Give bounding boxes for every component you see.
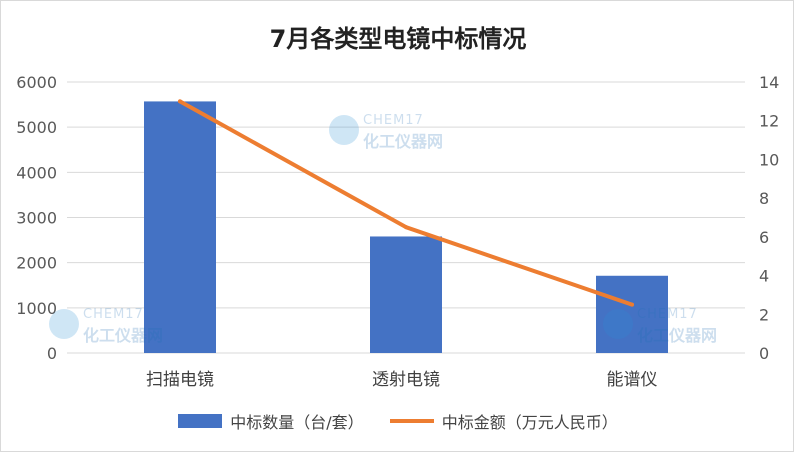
y-right-tick-label: 12 bbox=[759, 112, 779, 131]
line-point bbox=[404, 225, 408, 230]
watermark-brand: CHEM17 bbox=[363, 113, 424, 128]
y-right-tick-label: 0 bbox=[759, 344, 769, 363]
chart-legend: 中标数量（台/套） 中标金额（万元人民币） bbox=[1, 409, 794, 433]
legend-label-line: 中标金额（万元人民币） bbox=[441, 413, 618, 432]
y-right-tick-label: 6 bbox=[759, 228, 769, 247]
y-left-tick-label: 4000 bbox=[16, 163, 57, 182]
legend-item-bar: 中标数量（台/套） bbox=[178, 409, 364, 433]
y-right-tick-label: 4 bbox=[759, 267, 769, 286]
watermark-logo-icon bbox=[49, 309, 79, 339]
bar bbox=[144, 101, 216, 354]
bar bbox=[596, 275, 668, 353]
watermark-2: CHEM17 化工仪器网 bbox=[49, 307, 164, 346]
watermark-name: 化工仪器网 bbox=[637, 326, 718, 345]
x-tick-label: 能谱仪 bbox=[607, 370, 658, 390]
y-right-tick-label: 8 bbox=[759, 189, 769, 208]
y-right-tick-label: 14 bbox=[759, 73, 779, 92]
watermark-brand: CHEM17 bbox=[637, 307, 698, 322]
watermark-name: 化工仪器网 bbox=[363, 132, 444, 151]
y-right-tick-label: 10 bbox=[759, 150, 779, 169]
bar bbox=[370, 236, 442, 353]
line-point bbox=[630, 302, 634, 307]
y-left-tick-label: 6000 bbox=[16, 73, 57, 92]
watermark-1: CHEM17 化工仪器网 bbox=[329, 113, 444, 152]
y-left-tick-label: 5000 bbox=[16, 118, 57, 137]
legend-label-bar: 中标数量（台/套） bbox=[230, 413, 364, 432]
x-tick-label: 透射电镜 bbox=[372, 370, 440, 390]
y-left-tick-label: 0 bbox=[47, 344, 57, 363]
legend-item-line: 中标金额（万元人民币） bbox=[389, 409, 618, 433]
y-left-tick-label: 3000 bbox=[16, 209, 57, 228]
watermark-name: 化工仪器网 bbox=[83, 326, 164, 345]
watermark-logo-icon bbox=[603, 309, 633, 339]
y-left-tick-label: 1000 bbox=[16, 299, 57, 318]
y-left-tick-label: 2000 bbox=[16, 254, 57, 273]
x-tick-label: 扫描电镜 bbox=[146, 370, 214, 390]
watermark-logo-icon bbox=[329, 115, 359, 145]
chart-title: 7月各类型电镜中标情况 bbox=[269, 25, 527, 53]
legend-swatch-bar bbox=[178, 414, 223, 428]
watermark-3: CHEM17 化工仪器网 bbox=[603, 307, 718, 346]
legend-swatch-line bbox=[389, 419, 434, 423]
watermark-brand: CHEM17 bbox=[83, 307, 144, 322]
line-point bbox=[178, 99, 182, 104]
y-right-tick-label: 2 bbox=[759, 305, 769, 324]
